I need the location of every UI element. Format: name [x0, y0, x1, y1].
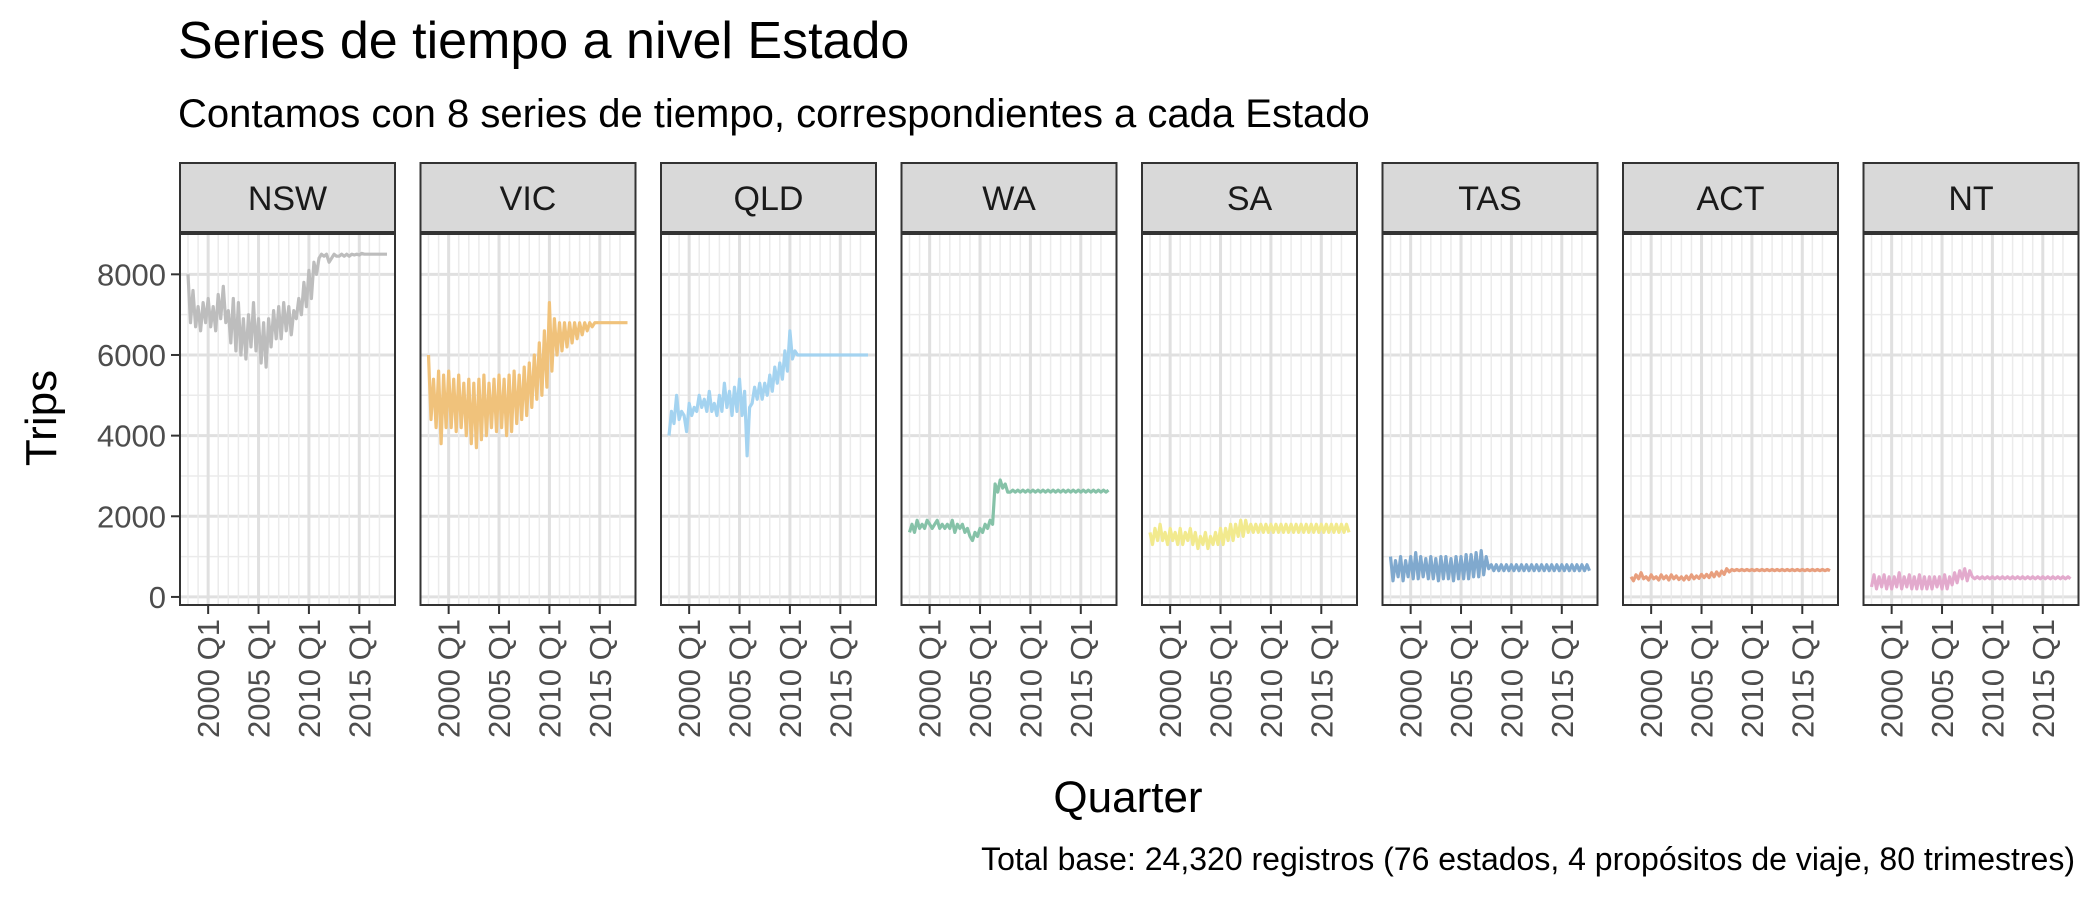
facet-panel-nt: NT 2000 Q1 2005 Q1 2010 Q1 2015 Q1 [1862, 162, 2080, 738]
facet-strip [900, 162, 1118, 233]
x-tick-label: 2000 Q1 [913, 619, 948, 738]
series-line-nsw [186, 251, 387, 369]
panel-border [660, 233, 877, 606]
x-tick-label: 2000 Q1 [191, 619, 226, 738]
facet-strip [1862, 162, 2080, 233]
panel-background [1863, 234, 2079, 605]
x-tick-label: 2005 Q1 [1685, 619, 1720, 738]
x-tick-label: 2015 Q1 [583, 619, 618, 738]
panel-border [1141, 233, 1358, 606]
chart-title: Series de tiempo a nivel Estado [178, 12, 909, 70]
x-tick-label: 2015 Q1 [1064, 619, 1099, 738]
x-tick-label: 2005 Q1 [963, 619, 998, 738]
facet-strip-label: ACT [1697, 180, 1765, 218]
facet-strip-label: TAS [1458, 180, 1522, 218]
x-tick-label: 2015 Q1 [823, 619, 858, 738]
x-tick-label: 2005 Q1 [242, 619, 277, 738]
x-tick-label: 2005 Q1 [482, 619, 517, 738]
facet-panel-sa: SA 2000 Q1 2005 Q1 2010 Q1 2015 Q1 [1141, 162, 1358, 738]
y-axis-title: Trips [17, 370, 66, 466]
x-tick-label: 2010 Q1 [773, 619, 808, 738]
facet-panel-vic: VIC 2000 Q1 2005 Q1 2010 Q1 2015 Q1 [419, 162, 637, 738]
x-tick-label: 2000 Q1 [672, 619, 707, 738]
x-tick-label: 2005 Q1 [1444, 619, 1479, 738]
panel-background [1142, 234, 1357, 605]
facet-strip-label: WA [982, 180, 1036, 218]
x-tick-label: 2015 Q1 [1304, 619, 1339, 738]
x-tick-label: 2010 Q1 [1013, 619, 1048, 738]
x-tick-label: 2000 Q1 [1153, 619, 1188, 738]
x-tick-label: 2000 Q1 [432, 619, 467, 738]
facet-strip-label: VIC [500, 180, 557, 218]
x-tick-label: 2005 Q1 [1204, 619, 1239, 738]
panel-border [1862, 233, 2080, 606]
facet-panel-nsw: NSW 2000 Q1 2005 Q1 2010 Q1 2015 Q1 0 2000 4000… [97, 162, 396, 738]
panel-background [1623, 234, 1838, 605]
y-tick-label: 8000 [97, 257, 166, 292]
x-tick-label: 2010 Q1 [1975, 619, 2010, 738]
panel-background [661, 234, 876, 605]
series-line-wa [907, 478, 1110, 543]
x-tick-label: 2010 Q1 [1254, 619, 1289, 738]
facet-strip-label: SA [1227, 180, 1273, 218]
panel-border [1622, 233, 1839, 606]
series-line-nt [1869, 567, 2072, 591]
x-tick-label: 2005 Q1 [723, 619, 758, 738]
facet-strip [1141, 162, 1358, 233]
y-tick-label: 6000 [97, 338, 166, 373]
panel-border [900, 233, 1118, 606]
facet-strip-label: NT [1948, 180, 1993, 218]
facet-panel-act: ACT 2000 Q1 2005 Q1 2010 Q1 2015 Q1 [1622, 162, 1839, 738]
series-line-tas [1388, 548, 1591, 583]
facet-strip [419, 162, 637, 233]
panel-background [180, 234, 395, 605]
x-tick-label: 2015 Q1 [1785, 619, 1820, 738]
panel-border [1381, 233, 1599, 606]
x-tick-label: 2000 Q1 [1394, 619, 1429, 738]
facet-strip [1381, 162, 1599, 233]
x-tick-label: 2015 Q1 [342, 619, 377, 738]
facet-panel-tas: TAS 2000 Q1 2005 Q1 2010 Q1 2015 Q1 [1381, 162, 1599, 738]
x-tick-label: 2010 Q1 [1735, 619, 1770, 738]
x-tick-label: 2010 Q1 [532, 619, 567, 738]
panel-background [1382, 234, 1598, 605]
facet-strip [179, 162, 396, 233]
facet-strip [1622, 162, 1839, 233]
x-tick-label: 2015 Q1 [2026, 619, 2061, 738]
x-tick-label: 2000 Q1 [1634, 619, 1669, 738]
facet-strip-label: QLD [734, 180, 804, 218]
chart-caption: Total base: 24,320 registros (76 estados… [981, 841, 2075, 877]
series-line-vic [426, 301, 628, 450]
facet-panel-qld: QLD 2000 Q1 2005 Q1 2010 Q1 2015 Q1 [660, 162, 877, 738]
x-tick-label: 2005 Q1 [1925, 619, 1960, 738]
panel-border [179, 233, 396, 606]
y-tick-label: 0 [149, 580, 166, 615]
facet-panels: NSW 2000 Q1 2005 Q1 2010 Q1 2015 Q1 0 2000 4000… [97, 162, 2080, 738]
facet-panel-wa: WA 2000 Q1 2005 Q1 2010 Q1 2015 Q1 [900, 162, 1118, 738]
panel-border [419, 233, 637, 606]
series-line-qld [667, 329, 868, 458]
x-tick-label: 2000 Q1 [1875, 619, 1910, 738]
y-tick-label: 2000 [97, 499, 166, 534]
facet-strip-label: NSW [248, 180, 327, 218]
x-tick-label: 2010 Q1 [1494, 619, 1529, 738]
series-line-sa [1148, 518, 1351, 551]
x-tick-label: 2015 Q1 [1545, 619, 1580, 738]
chart-subtitle: Contamos con 8 series de tiempo, corresp… [178, 92, 1370, 136]
series-line-act [1629, 567, 1831, 583]
y-tick-label: 4000 [97, 419, 166, 454]
x-tick-label: 2010 Q1 [292, 619, 327, 738]
panel-background [901, 234, 1117, 605]
x-axis-title: Quarter [1053, 773, 1202, 822]
facet-strip [660, 162, 877, 233]
